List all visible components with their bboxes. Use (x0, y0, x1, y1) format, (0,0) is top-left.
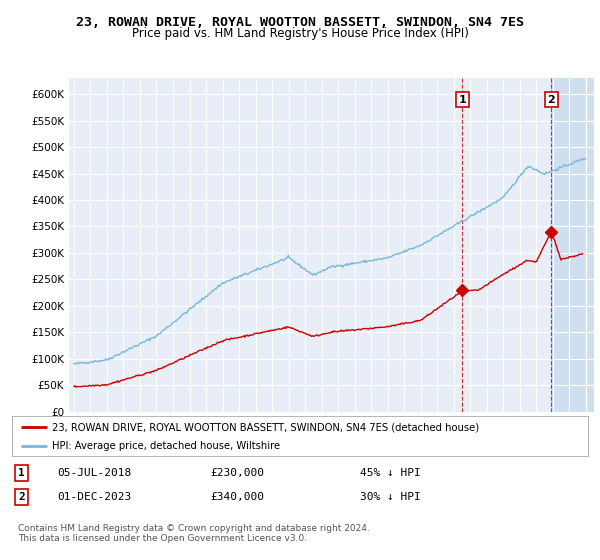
Text: Contains HM Land Registry data © Crown copyright and database right 2024.
This d: Contains HM Land Registry data © Crown c… (18, 524, 370, 543)
Text: 1: 1 (18, 468, 25, 478)
Text: 23, ROWAN DRIVE, ROYAL WOOTTON BASSETT, SWINDON, SN4 7ES: 23, ROWAN DRIVE, ROYAL WOOTTON BASSETT, … (76, 16, 524, 29)
Text: Price paid vs. HM Land Registry's House Price Index (HPI): Price paid vs. HM Land Registry's House … (131, 27, 469, 40)
Text: 2: 2 (18, 492, 25, 502)
Text: 01-DEC-2023: 01-DEC-2023 (57, 492, 131, 502)
Text: £340,000: £340,000 (210, 492, 264, 502)
Text: 2: 2 (548, 95, 555, 105)
Text: 05-JUL-2018: 05-JUL-2018 (57, 468, 131, 478)
Text: 1: 1 (458, 95, 466, 105)
Text: HPI: Average price, detached house, Wiltshire: HPI: Average price, detached house, Wilt… (52, 441, 280, 451)
Bar (551, 78, 594, 412)
Text: 23, ROWAN DRIVE, ROYAL WOOTTON BASSETT, SWINDON, SN4 7ES (detached house): 23, ROWAN DRIVE, ROYAL WOOTTON BASSETT, … (52, 422, 479, 432)
Text: 45% ↓ HPI: 45% ↓ HPI (360, 468, 421, 478)
Text: 30% ↓ HPI: 30% ↓ HPI (360, 492, 421, 502)
Text: £230,000: £230,000 (210, 468, 264, 478)
